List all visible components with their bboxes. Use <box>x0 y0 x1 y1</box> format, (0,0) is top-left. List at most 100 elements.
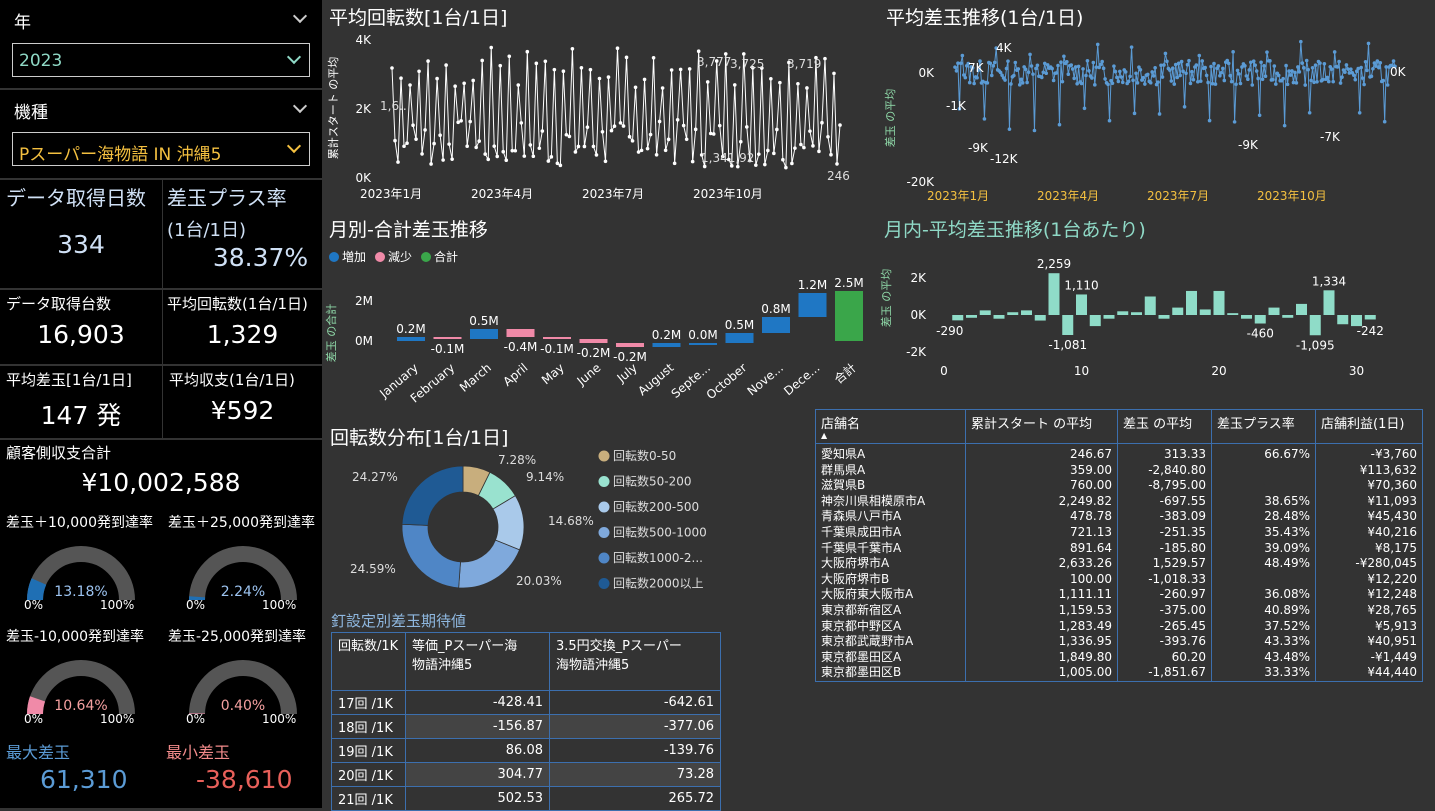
max-diff-value: 61,310 <box>40 765 127 794</box>
spin-point <box>562 69 566 73</box>
model-slicer: 機種 Pスーパー海物語 IN 沖縄5 <box>0 90 322 178</box>
diff-point <box>1222 79 1226 83</box>
store-header-plus-rate[interactable]: 差玉プラス率 <box>1212 410 1316 444</box>
table-cell: -156.87 <box>406 715 550 739</box>
spin-point <box>399 76 403 80</box>
table-cell: 21回 /1K <box>332 787 406 811</box>
table-cell: -1,851.67 <box>1118 665 1212 681</box>
spin-point <box>817 150 821 154</box>
spin-point <box>522 154 526 158</box>
diff-point <box>1246 77 1250 81</box>
data-label: 1,334 <box>1312 274 1346 288</box>
max-diff-label: 最大差玉 <box>6 739 70 763</box>
chevron-down-icon[interactable] <box>293 99 307 113</box>
table-cell: 群馬県A <box>816 463 966 479</box>
store-header-diff[interactable]: 差玉 の平均 <box>1118 410 1212 444</box>
spin-point <box>516 83 520 87</box>
y-tick-label: 0M <box>355 334 373 348</box>
spin-point <box>709 132 713 136</box>
table-cell: 73.28 <box>550 763 721 787</box>
table-cell: 愛知県A <box>816 444 966 463</box>
diff-point <box>1214 82 1218 86</box>
kpi-avg-income-card: 平均収支(1台/1日) ¥592 <box>163 366 322 438</box>
spin-point <box>396 160 400 164</box>
spin-point <box>658 120 662 124</box>
gauge-max: 100% <box>100 712 134 726</box>
data-label: 0.8M <box>761 302 790 316</box>
data-label: -0.1M <box>540 342 574 356</box>
diff-point <box>1259 60 1263 64</box>
min-diff-label: 最小差玉 <box>166 739 230 763</box>
table-cell: 17回 /1K <box>332 691 406 715</box>
diff-point <box>1189 82 1193 86</box>
year-dropdown[interactable]: 2023 <box>12 43 310 77</box>
diff-point <box>961 54 965 58</box>
table-cell: 265.72 <box>550 787 721 811</box>
spin-point <box>468 120 472 124</box>
table-cell: 313.33 <box>1118 444 1212 463</box>
store-header-start[interactable]: 累計スタート の平均 <box>966 410 1118 444</box>
table-cell: ¥5,913 <box>1316 619 1423 635</box>
data-label: -0.1M <box>431 342 465 356</box>
store-header-profit[interactable]: 店舗利益(1日) <box>1316 410 1423 444</box>
year-slicer: 年 2023 <box>0 0 322 88</box>
legend-marker <box>599 553 610 564</box>
table-cell: 100.00 <box>966 572 1118 588</box>
kpi-avg-diff-label: 平均差玉[1台/1日] <box>6 369 132 390</box>
table-cell: 760.00 <box>966 478 1118 494</box>
diff-point <box>1286 83 1290 87</box>
spin-point <box>441 158 445 162</box>
spin-point <box>766 149 770 153</box>
diff-point <box>1315 80 1319 84</box>
legend-marker <box>599 578 610 589</box>
x-tick-label: 2023年4月 <box>471 187 533 201</box>
diff-point <box>1230 80 1234 84</box>
avg-spin-chart-title: 平均回転数[1台/1日] <box>329 3 507 30</box>
table-cell: ¥11,093 <box>1316 494 1423 510</box>
spin-point <box>489 46 493 50</box>
spin-point <box>414 137 418 141</box>
spin-point <box>544 59 548 63</box>
diff-point <box>1318 61 1322 65</box>
diff-point <box>1119 75 1123 79</box>
chevron-down-icon[interactable] <box>293 9 307 23</box>
store-header-name[interactable]: 店舗名▲ <box>816 410 966 444</box>
model-dropdown[interactable]: Pスーパー海物語 IN 沖縄5 <box>12 132 310 166</box>
table-cell: ¥45,430 <box>1316 509 1423 525</box>
spin-point <box>577 145 581 149</box>
spin-point <box>444 63 448 67</box>
diff-point <box>1100 60 1104 64</box>
table-cell <box>1212 478 1316 494</box>
diff-point <box>1378 61 1382 65</box>
diff-point <box>1087 69 1091 73</box>
y-tick-label: 0K <box>918 66 935 80</box>
table-cell: -185.80 <box>1118 541 1212 557</box>
diff-point <box>1117 80 1121 84</box>
spin-point <box>667 138 671 142</box>
diff-point <box>1031 72 1035 76</box>
spin-point <box>769 77 773 81</box>
spin-point <box>733 83 737 87</box>
diff-point <box>1143 82 1147 86</box>
spin-point <box>826 135 830 139</box>
legend-item: 回転数50-200 <box>613 474 692 489</box>
diff-point <box>1115 76 1119 80</box>
slice-label: 24.27% <box>352 470 398 484</box>
gauge-label: 差玉＋25,000発到達率 <box>168 512 315 532</box>
